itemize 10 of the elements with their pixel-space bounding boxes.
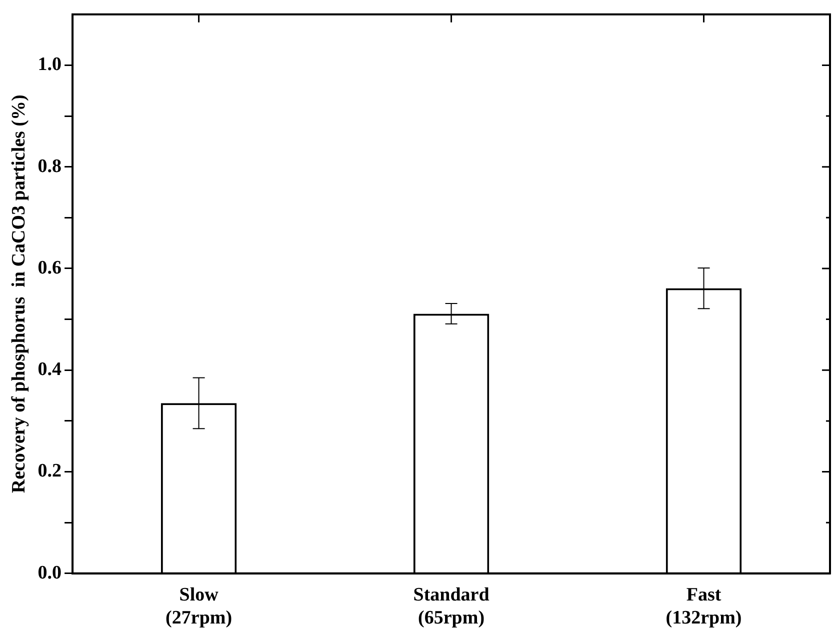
y-axis-title: Recovery of phosphorus in CaCO3 particles (%) — [8, 94, 30, 494]
x-tick-label: Fast (132rpm) — [666, 584, 742, 629]
y-tick-label: 0.4 — [38, 359, 62, 380]
y-tick-label: 1.0 — [38, 54, 62, 76]
y-tick-label: 0.8 — [38, 156, 62, 177]
x-tick-label: Slow (27rpm) — [166, 584, 232, 629]
x-tick-label: Standard (65rpm) — [413, 584, 490, 629]
y-tick-label: 0.2 — [38, 460, 62, 482]
y-tick-label: 0.0 — [38, 562, 62, 584]
y-tick-label: 0.6 — [38, 257, 62, 278]
